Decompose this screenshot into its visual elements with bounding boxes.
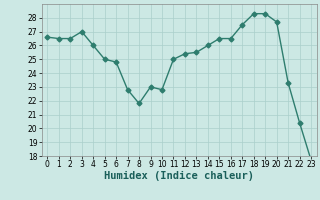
X-axis label: Humidex (Indice chaleur): Humidex (Indice chaleur) (104, 171, 254, 181)
